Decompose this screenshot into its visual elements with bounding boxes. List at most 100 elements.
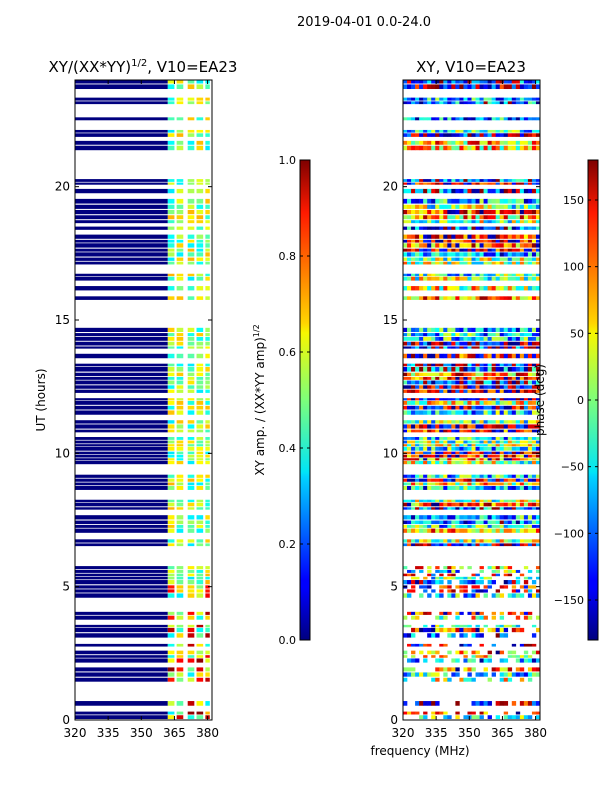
phase-cell	[447, 499, 452, 503]
amplitude-colorbar-label: XY amp. / (XX*YY amp)1/2	[252, 324, 267, 475]
phase-cell	[535, 220, 541, 224]
phase-cell	[427, 405, 432, 410]
phase-cell	[507, 524, 513, 528]
phase-cell	[415, 478, 420, 482]
phase-cell	[515, 101, 521, 105]
phase-cell	[515, 276, 521, 281]
phase-cell	[503, 701, 509, 706]
amp-band-cell	[187, 715, 195, 720]
amp-band-cell	[196, 543, 204, 547]
phase-cell	[403, 460, 408, 465]
phase-cell	[443, 273, 448, 277]
phase-cell	[483, 502, 488, 507]
phase-cell	[471, 580, 476, 585]
amp-band-cell	[167, 440, 175, 444]
phase-cell	[467, 611, 472, 615]
amp-band-cell	[176, 286, 184, 291]
phase-cell	[479, 482, 484, 486]
phase-cell	[411, 454, 416, 458]
phase-cell	[483, 424, 488, 429]
phase-cell	[439, 611, 444, 615]
phase-cell	[423, 327, 428, 333]
phase-cell	[459, 398, 464, 401]
phase-cell	[499, 420, 505, 424]
amp-band-cell	[205, 248, 210, 252]
phase-cell	[435, 624, 440, 628]
phase-cell	[431, 346, 436, 349]
phase-cell	[431, 145, 436, 151]
phase-cell	[507, 261, 513, 265]
phase-cell	[519, 507, 525, 510]
phase-cell	[439, 539, 444, 543]
phase-cell	[427, 444, 432, 447]
amp-band-cell	[167, 410, 175, 415]
phase-cell	[495, 633, 501, 638]
phase-cell	[443, 539, 448, 543]
phase-cell	[407, 424, 412, 429]
phase-cell	[535, 458, 541, 461]
phase-cell	[459, 366, 464, 372]
phase-cell	[467, 226, 472, 230]
phase-cell	[447, 444, 452, 447]
phase-cell	[523, 273, 529, 277]
phase-cell	[491, 458, 496, 461]
phase-cell	[427, 209, 432, 215]
phase-cell	[447, 460, 452, 465]
phase-cell	[463, 380, 468, 385]
phase-cell	[535, 566, 541, 570]
amp-row	[75, 215, 168, 220]
phase-cell	[483, 528, 488, 533]
phase-cell	[483, 273, 488, 277]
amp-band-cell	[205, 389, 210, 393]
phase-cell	[479, 337, 484, 341]
phase-cell	[467, 84, 472, 90]
phase-cell	[447, 286, 452, 291]
phase-cell	[499, 385, 505, 389]
phase-cell	[451, 215, 456, 220]
amp-band-cell	[205, 385, 210, 389]
phase-cell	[463, 376, 468, 380]
amp-band-cell	[167, 589, 175, 593]
phase-cell	[515, 429, 521, 433]
phase-cell	[519, 482, 525, 486]
phase-cell	[475, 633, 480, 638]
amp-row	[75, 543, 168, 547]
phase-cell	[411, 444, 416, 447]
phase-cell	[515, 252, 521, 257]
amp-band-cell	[205, 520, 210, 525]
phase-cell	[415, 346, 420, 349]
colorbar-tick-label: 0.0	[279, 634, 297, 647]
phase-cell	[471, 286, 476, 291]
amp-band-cell	[205, 366, 210, 372]
phase-cell	[511, 458, 517, 461]
amp-band-cell	[205, 437, 210, 440]
phase-cell	[503, 424, 509, 429]
phase-cell	[431, 257, 436, 261]
amp-band-cell	[167, 543, 175, 547]
phase-cell	[411, 543, 416, 547]
phase-cell	[507, 580, 513, 585]
amp-band-cell	[167, 454, 175, 458]
phase-cell	[503, 451, 509, 455]
phase-cell	[499, 667, 505, 672]
phase-cell	[531, 327, 537, 333]
phase-cell	[471, 451, 476, 455]
phase-cell	[535, 346, 541, 349]
phase-cell	[491, 474, 496, 478]
phase-cell	[495, 405, 501, 410]
phase-cell	[491, 215, 496, 220]
amp-band-cell	[187, 478, 195, 482]
phase-cell	[511, 80, 517, 84]
phase-cell	[403, 346, 408, 349]
phase-cell	[455, 528, 460, 533]
phase-cell	[515, 372, 521, 377]
phase-cell	[439, 353, 444, 359]
phase-cell	[527, 101, 533, 105]
phase-cell	[427, 420, 432, 424]
phase-cell	[491, 337, 496, 341]
amp-band-cell	[187, 215, 195, 220]
phase-cell	[439, 133, 444, 137]
phase-cell	[507, 437, 513, 440]
phase-cell	[407, 446, 412, 451]
phase-cell	[407, 672, 412, 677]
